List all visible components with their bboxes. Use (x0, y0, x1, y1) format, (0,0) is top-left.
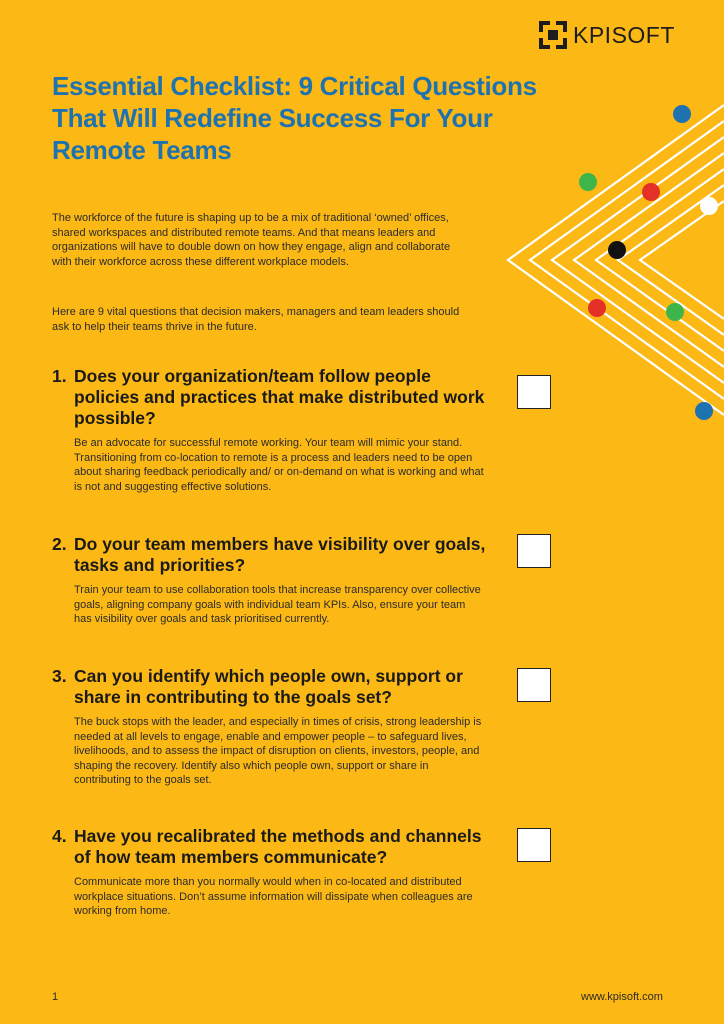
green-dot (579, 173, 597, 191)
question-checkbox[interactable] (517, 668, 551, 702)
question-number: 4. (52, 826, 67, 846)
logo-wordmark: KPISOFT (573, 21, 675, 48)
blue-dot (673, 105, 691, 123)
question-description: Train your team to use collaboration too… (74, 584, 481, 626)
question-checkbox[interactable] (517, 828, 551, 862)
footer-website-link[interactable]: www.kpisoft.com (581, 991, 663, 1003)
question-title: Does your organization/team follow peopl… (74, 366, 485, 428)
question-title: Can you identify which people own, suppo… (74, 666, 463, 707)
checklist-question: 3. Can you identify which people own, su… (52, 666, 492, 788)
intro-paragraph: The workforce of the future is shaping u… (52, 212, 451, 268)
question-heading: 4. Have you recalibrated the methods and… (52, 826, 492, 868)
question-description: The buck stops with the leader, and espe… (74, 716, 482, 787)
green-dot (666, 303, 684, 321)
question-number: 2. (52, 534, 67, 554)
checklist-question: 2. Do your team members have visibility … (52, 534, 492, 627)
question-number: 3. (52, 666, 67, 686)
question-heading: 2. Do your team members have visibility … (52, 534, 492, 576)
question-number: 1. (52, 366, 67, 386)
checklist-question: 1. Does your organization/team follow pe… (52, 366, 492, 494)
black-dot (608, 241, 626, 259)
red-dot (588, 299, 606, 317)
question-title: Have you recalibrated the methods and ch… (74, 826, 482, 867)
decorative-dots (579, 105, 718, 420)
kpisoft-logo-icon (539, 21, 567, 49)
question-heading: 1. Does your organization/team follow pe… (52, 366, 492, 429)
checklist-question: 4. Have you recalibrated the methods and… (52, 826, 492, 919)
question-description: Communicate more than you normally would… (74, 876, 473, 918)
question-title: Do your team members have visibility ove… (74, 534, 486, 575)
decorative-lines-graphic (506, 104, 724, 420)
question-checkbox[interactable] (517, 534, 551, 568)
page-number: 1 (52, 991, 59, 1003)
question-heading: 3. Can you identify which people own, su… (52, 666, 492, 708)
page-title: Essential Checklist: 9 Critical Question… (52, 71, 537, 165)
white-dot (700, 197, 718, 215)
kpisoft-logo: KPISOFT (539, 21, 675, 49)
red-dot (642, 183, 660, 201)
intro-paragraph: Here are 9 vital questions that decision… (52, 306, 460, 333)
question-checkbox[interactable] (517, 375, 551, 409)
question-description: Be an advocate for successful remote wor… (74, 437, 484, 493)
blue-dot (695, 402, 713, 420)
